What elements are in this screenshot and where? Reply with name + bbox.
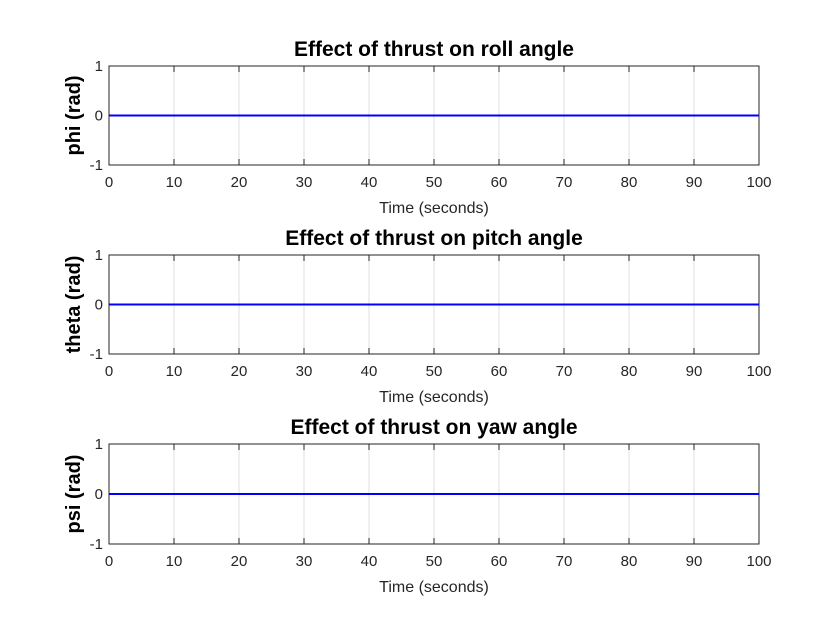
x-tick-label: 10 bbox=[166, 553, 183, 570]
chart-title-yaw: Effect of thrust on yaw angle bbox=[290, 416, 577, 439]
y-tick-label: -1 bbox=[90, 536, 103, 553]
x-tick-label: 90 bbox=[686, 553, 703, 570]
x-tick-label: 100 bbox=[746, 363, 771, 380]
y-tick-label: 1 bbox=[95, 436, 103, 453]
x-tick-label: 0 bbox=[105, 553, 113, 570]
x-tick-label: 90 bbox=[686, 363, 703, 380]
x-tick-label: 70 bbox=[556, 553, 573, 570]
y-tick-label: 0 bbox=[95, 108, 103, 125]
x-tick-label: 40 bbox=[361, 174, 378, 191]
chart-title-pitch: Effect of thrust on pitch angle bbox=[285, 227, 583, 250]
x-tick-label: 10 bbox=[166, 363, 183, 380]
x-tick-label: 70 bbox=[556, 174, 573, 191]
y-axis-label-yaw: psi (rad) bbox=[63, 455, 85, 534]
x-tick-label: 10 bbox=[166, 174, 183, 191]
x-tick-label: 70 bbox=[556, 363, 573, 380]
y-tick-label: 1 bbox=[95, 247, 103, 264]
x-axis-label-roll: Time (seconds) bbox=[379, 200, 489, 217]
x-axis-label-pitch: Time (seconds) bbox=[379, 389, 489, 406]
y-tick-label: -1 bbox=[90, 346, 103, 363]
x-tick-label: 40 bbox=[361, 363, 378, 380]
x-tick-label: 40 bbox=[361, 553, 378, 570]
y-tick-label: 1 bbox=[95, 58, 103, 75]
y-tick-label: -1 bbox=[90, 157, 103, 174]
x-tick-label: 20 bbox=[231, 174, 248, 191]
x-tick-label: 30 bbox=[296, 363, 313, 380]
y-axis-label-roll: phi (rad) bbox=[63, 76, 85, 156]
y-axis-label-pitch: theta (rad) bbox=[63, 256, 85, 354]
x-axis-label-yaw: Time (seconds) bbox=[379, 579, 489, 596]
x-tick-label: 0 bbox=[105, 363, 113, 380]
x-tick-label: 20 bbox=[231, 553, 248, 570]
x-tick-label: 60 bbox=[491, 174, 508, 191]
x-tick-label: 50 bbox=[426, 174, 443, 191]
y-tick-label: 0 bbox=[95, 297, 103, 314]
x-tick-label: 50 bbox=[426, 553, 443, 570]
x-tick-label: 50 bbox=[426, 363, 443, 380]
x-tick-label: 80 bbox=[621, 363, 638, 380]
x-tick-label: 100 bbox=[746, 553, 771, 570]
x-tick-label: 0 bbox=[105, 174, 113, 191]
x-tick-label: 30 bbox=[296, 174, 313, 191]
x-tick-label: 20 bbox=[231, 363, 248, 380]
x-tick-label: 90 bbox=[686, 174, 703, 191]
x-tick-label: 30 bbox=[296, 553, 313, 570]
x-tick-label: 60 bbox=[491, 363, 508, 380]
x-tick-label: 80 bbox=[621, 553, 638, 570]
x-tick-label: 100 bbox=[746, 174, 771, 191]
y-tick-label: 0 bbox=[95, 486, 103, 503]
x-tick-label: 80 bbox=[621, 174, 638, 191]
x-tick-label: 60 bbox=[491, 553, 508, 570]
chart-title-roll: Effect of thrust on roll angle bbox=[294, 38, 574, 61]
